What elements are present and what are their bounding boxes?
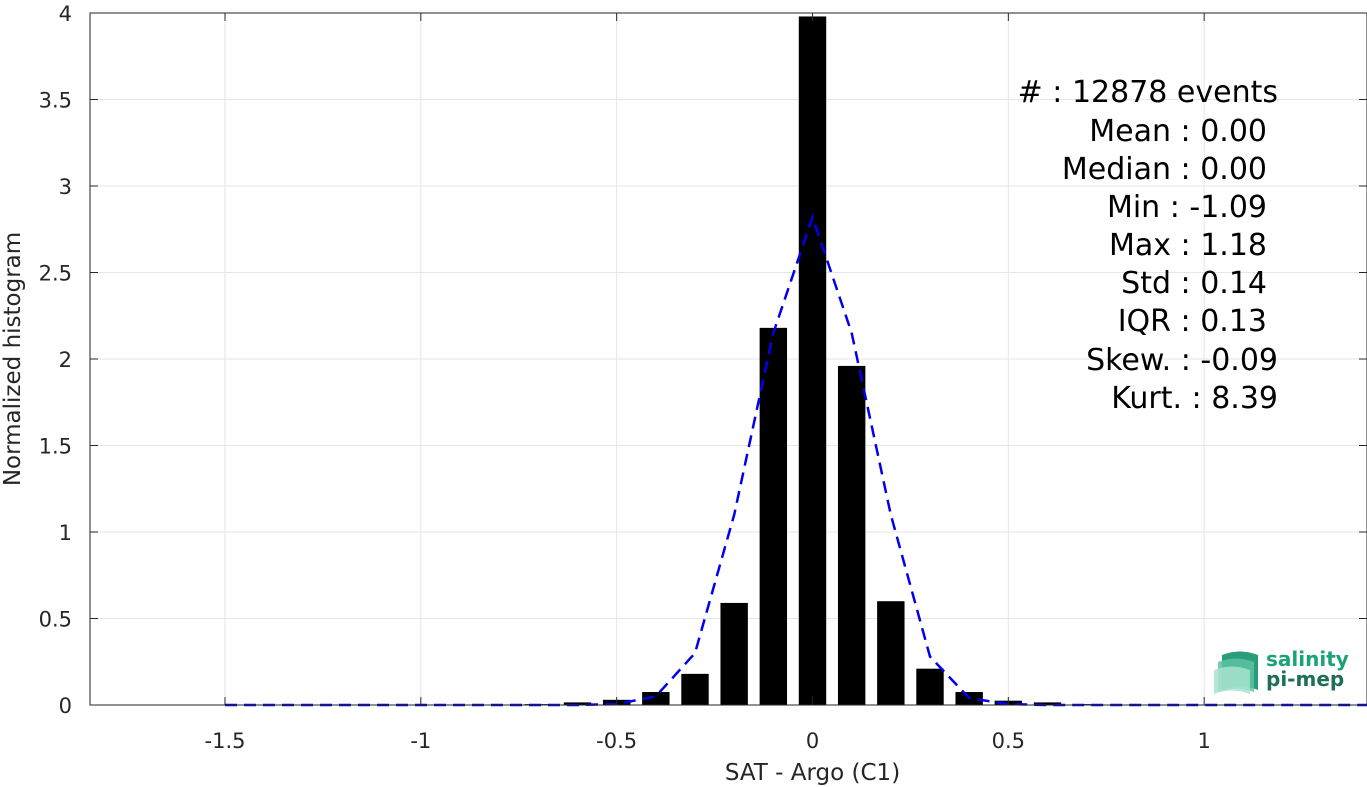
histogram-bar xyxy=(759,327,788,705)
x-axis-ticks: -1.5-1-0.500.511.5 xyxy=(205,13,1211,753)
grid-lines xyxy=(90,12,1367,706)
y-tick-label: 3.5 xyxy=(39,89,72,113)
y-tick-label: 3 xyxy=(59,175,72,199)
histogram-bar xyxy=(877,601,905,705)
y-tick-label: 0.5 xyxy=(39,608,72,632)
x-axis-label: SAT - Argo (C1) xyxy=(725,760,900,786)
statistics-line: Std : 0.14 xyxy=(1121,266,1267,301)
x-tick-label: 1 xyxy=(1197,729,1210,753)
y-tick-label: 1.5 xyxy=(39,435,72,459)
y-axis-label: Normalized histogram xyxy=(0,232,26,486)
x-tick-label: -1.5 xyxy=(205,729,246,753)
x-tick-label: -1 xyxy=(410,729,431,753)
statistics-line: Max : 1.18 xyxy=(1109,228,1267,263)
histogram-bar xyxy=(642,692,670,705)
histogram-bar xyxy=(720,602,748,705)
y-tick-label: 0 xyxy=(59,694,72,718)
y-tick-label: 1 xyxy=(59,521,72,545)
histogram-bars xyxy=(524,16,1101,705)
y-tick-label: 2.5 xyxy=(39,262,72,286)
statistics-line: # : 12878 events xyxy=(1018,75,1278,110)
y-tick-label: 4 xyxy=(59,2,72,26)
histogram-bar xyxy=(681,673,709,705)
x-tick-label: 0.5 xyxy=(992,729,1025,753)
statistics-line: IQR : 0.13 xyxy=(1118,304,1267,339)
statistics-line: Kurt. : 8.39 xyxy=(1111,381,1278,416)
x-tick-label: -0.5 xyxy=(596,729,637,753)
histogram-bar xyxy=(1033,702,1062,705)
logo-wave-icon xyxy=(1214,651,1258,694)
statistics-line: Median : 0.00 xyxy=(1062,152,1267,187)
logo-line1: salinity xyxy=(1266,647,1349,671)
statistics-line: Min : -1.09 xyxy=(1107,190,1267,225)
y-axis-ticks: 0 0.5 1 1.5 2 2.5 3 3.5 4 xyxy=(39,2,1367,718)
salinity-pi-mep-logo: salinity pi-mep xyxy=(1214,647,1349,694)
histogram-bar xyxy=(916,668,944,705)
x-tick-label: 0 xyxy=(806,729,819,753)
histogram-bar xyxy=(798,16,827,705)
histogram-bar xyxy=(563,702,592,705)
histogram-bar xyxy=(837,365,866,705)
y-tick-label: 2 xyxy=(59,348,72,372)
statistics-line: Mean : 0.00 xyxy=(1089,114,1267,149)
statistics-line: Skew. : -0.09 xyxy=(1086,343,1278,378)
logo-line2: pi-mep xyxy=(1266,667,1344,691)
